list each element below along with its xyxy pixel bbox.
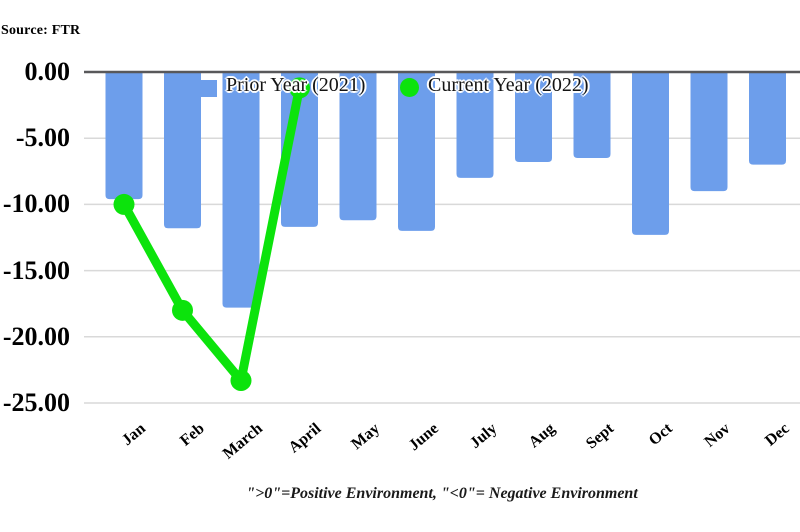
y-axis-tick-label: -15.00 <box>2 255 70 285</box>
current-year-legend-label: Current Year (2022) <box>428 74 589 96</box>
y-axis-tick-label: -5.00 <box>15 123 70 153</box>
y-axis-tick-label: -10.00 <box>2 189 70 219</box>
source-label: Source: FTR <box>1 23 81 38</box>
current-year-legend-swatch-icon <box>400 78 419 97</box>
y-axis-tick-label: -25.00 <box>2 388 70 417</box>
y-axis-tick-label: -20.00 <box>2 321 70 351</box>
prior-year-legend-label: Prior Year (2021) <box>226 74 366 96</box>
y-axis-tick-label: 0.00 <box>24 57 71 86</box>
chart-footnote: ">0"=Positive Environment, "<0"= Negativ… <box>246 485 638 502</box>
prior-year-legend-swatch-icon <box>200 80 217 97</box>
